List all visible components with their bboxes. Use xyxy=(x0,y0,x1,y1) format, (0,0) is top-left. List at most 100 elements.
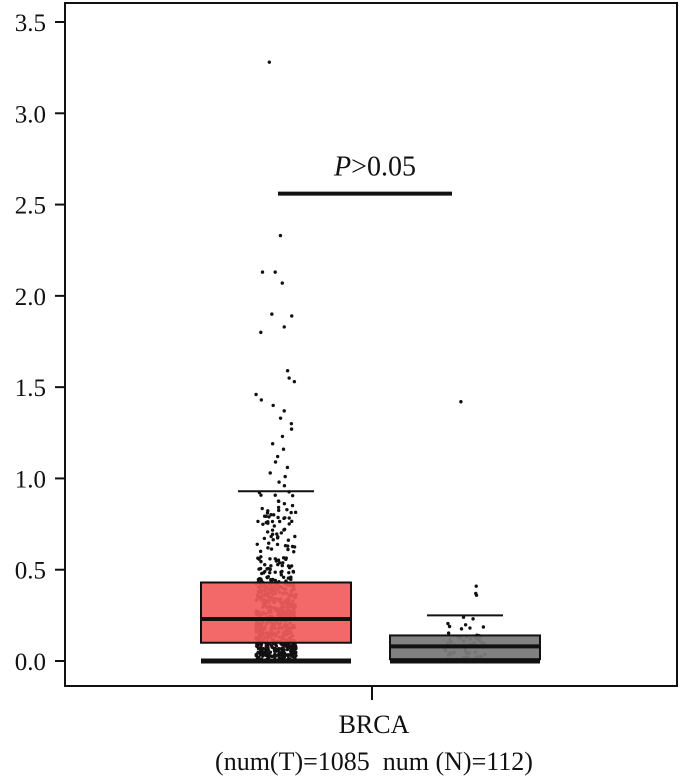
jitter-point xyxy=(446,621,450,626)
y-tick-label: 2.0 xyxy=(15,284,46,311)
jitter-point xyxy=(284,557,288,562)
jitter-point xyxy=(284,644,288,648)
jitter-point xyxy=(278,233,283,238)
jitter-point xyxy=(276,499,281,504)
jitter-point xyxy=(256,556,260,560)
jitter-point xyxy=(474,593,479,597)
jitter-point xyxy=(268,557,272,561)
jitter-point xyxy=(279,573,284,577)
jitter-point xyxy=(260,506,264,511)
jitter-point xyxy=(259,559,263,564)
p-value-annotation: P>0.05 xyxy=(333,152,416,183)
jitter-point xyxy=(268,567,272,572)
jitter-point xyxy=(268,471,272,475)
jitter-point xyxy=(272,524,277,528)
jitter-point xyxy=(277,651,282,656)
jitter-point xyxy=(291,647,296,651)
jitter-point xyxy=(282,484,287,488)
y-tick-label: 2.5 xyxy=(15,193,46,220)
jitter-point xyxy=(290,503,295,508)
jitter-point xyxy=(266,509,270,513)
jitter-point xyxy=(447,624,452,629)
jitter-point xyxy=(286,538,291,542)
jitter-point xyxy=(293,510,298,515)
jitter-point xyxy=(277,519,282,524)
jitter-point xyxy=(266,546,270,550)
jitter-point xyxy=(259,493,263,497)
jitter-point xyxy=(285,465,290,470)
jitter-point xyxy=(276,562,280,567)
jitter-point xyxy=(276,558,281,562)
jitter-point xyxy=(282,409,286,413)
jitter-point xyxy=(277,480,281,484)
jitter-point xyxy=(459,400,463,404)
jitter-point xyxy=(265,643,270,648)
jitter-point xyxy=(289,421,294,426)
jitter-point xyxy=(289,653,294,658)
jitter-point xyxy=(289,427,294,431)
jitter-point xyxy=(255,644,259,648)
jitter-point xyxy=(275,454,280,459)
jitter-point xyxy=(280,569,284,574)
jitter-point xyxy=(292,545,297,549)
jitter-point xyxy=(259,330,263,335)
jitter-point xyxy=(283,654,287,658)
jitter-point xyxy=(294,650,298,655)
jitter-point xyxy=(273,270,277,274)
y-tick-label: 3.5 xyxy=(15,10,46,37)
jitter-point xyxy=(471,617,475,621)
jitter-point xyxy=(281,651,285,655)
jitter-point xyxy=(267,541,271,545)
jitter-point xyxy=(258,549,263,554)
p-italic: P xyxy=(333,152,351,183)
jitter-point xyxy=(260,270,265,274)
jitter-point xyxy=(285,507,289,512)
jitter-point xyxy=(271,537,275,542)
jitter-point xyxy=(273,460,278,464)
jitter-point xyxy=(282,325,286,329)
jitter-point xyxy=(269,577,273,582)
jitter-point xyxy=(275,542,280,547)
jitter-point xyxy=(257,567,261,571)
jitter-point xyxy=(274,644,279,648)
jitter-point xyxy=(287,516,291,520)
jitter-point xyxy=(290,314,294,318)
jitter-point xyxy=(273,493,277,497)
jitter-point xyxy=(276,508,281,513)
jitter-point xyxy=(463,623,468,627)
jitter-point xyxy=(289,577,293,582)
jitter-point xyxy=(287,570,291,575)
jitter-point xyxy=(292,550,296,554)
plot-frame xyxy=(64,2,678,687)
jitter-point xyxy=(266,655,270,659)
jitter-point xyxy=(262,514,267,518)
x-axis-sample-sizes: (num(T)=1085 num (N)=112) xyxy=(215,747,533,776)
jitter-point xyxy=(282,501,287,506)
jitter-point xyxy=(286,653,290,657)
jitter-point xyxy=(266,575,271,579)
jitter-point xyxy=(276,648,280,653)
box-iqr xyxy=(200,581,352,644)
jitter-point xyxy=(259,653,263,657)
jitter-point xyxy=(283,474,287,479)
boxes xyxy=(200,490,541,664)
jitter-point xyxy=(272,649,277,653)
jitter-point xyxy=(264,649,268,653)
jitter-point xyxy=(281,575,286,579)
jitter-point xyxy=(275,532,279,536)
jitter-point xyxy=(287,522,291,526)
jitter-point xyxy=(272,513,276,517)
y-tick-label: 3.0 xyxy=(15,101,46,128)
jitter-point xyxy=(286,547,290,552)
jitter-point xyxy=(279,531,284,535)
jitter-point xyxy=(289,564,294,568)
jitter-point xyxy=(261,522,265,527)
y-tick-label: 1.5 xyxy=(15,375,46,402)
jitter-point xyxy=(273,578,278,583)
jitter-point xyxy=(283,516,287,520)
jitter-point xyxy=(287,376,291,380)
jitter-point xyxy=(278,416,283,420)
jitter-point xyxy=(294,653,298,658)
jitter-point xyxy=(474,584,478,588)
